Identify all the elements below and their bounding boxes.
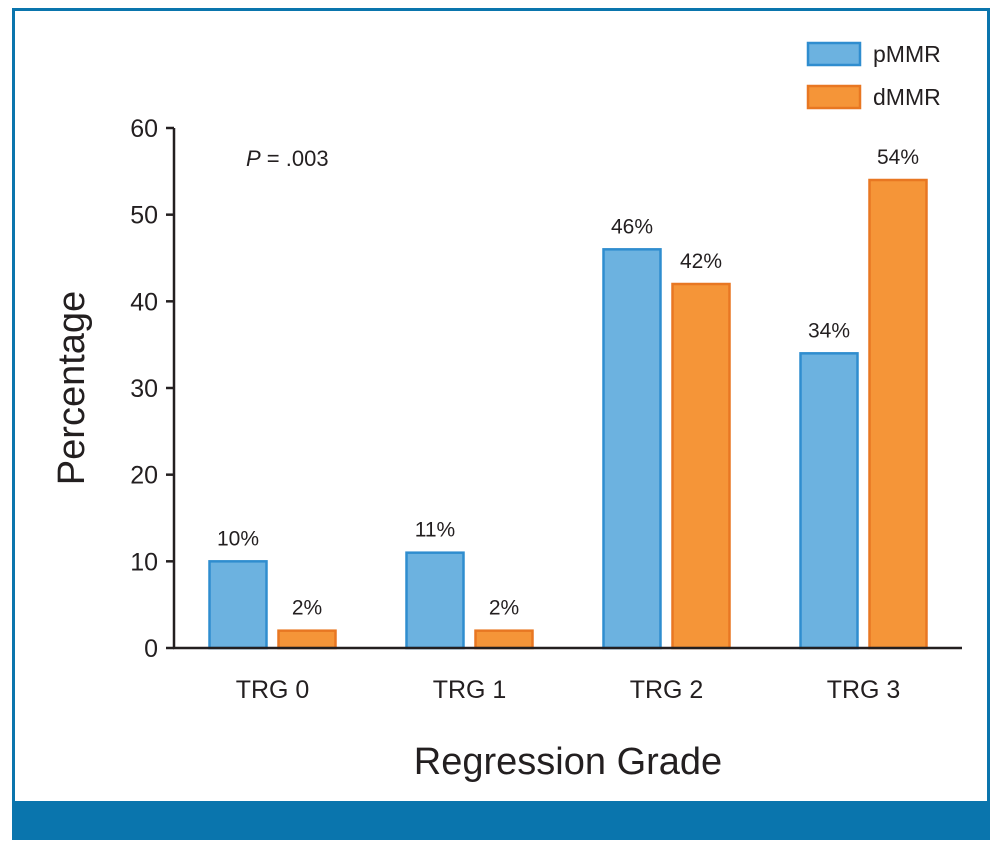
bar-pmmr-trg-0 bbox=[208, 560, 268, 650]
data-label-pmmr-trg-0: 10% bbox=[217, 527, 259, 550]
legend-label-dmmr: dMMR bbox=[873, 84, 941, 110]
x-axis-label: Regression Grade bbox=[414, 741, 722, 783]
data-label-dmmr-trg-1: 2% bbox=[489, 597, 519, 620]
p-value-text: = .003 bbox=[261, 146, 329, 171]
data-label-dmmr-trg-2: 42% bbox=[680, 250, 722, 273]
y-tick-label-10: 10 bbox=[130, 548, 158, 576]
axes-group: 0 10 20 30 40 50 60 TRG 0 TRG 1 TRG 2 TRG 3 bbox=[130, 115, 962, 704]
legend-swatch-dmmr bbox=[806, 84, 862, 110]
bar-dmmr-trg-3 bbox=[868, 178, 928, 650]
bar-pmmr-trg-3 bbox=[799, 352, 859, 650]
data-label-pmmr-trg-3: 34% bbox=[808, 319, 850, 342]
legend: pMMR dMMR bbox=[806, 41, 941, 110]
svg-text:P = .003: P = .003 bbox=[246, 146, 329, 171]
data-label-pmmr-trg-2: 46% bbox=[611, 215, 653, 238]
x-tick-label-trg-3: TRG 3 bbox=[827, 676, 901, 704]
legend-label-pmmr: pMMR bbox=[873, 41, 941, 67]
y-tick-label-20: 20 bbox=[130, 462, 158, 490]
bar-dmmr-trg-0 bbox=[277, 629, 337, 650]
x-tick-label-trg-2: TRG 2 bbox=[630, 676, 704, 704]
bar-pmmr-trg-2 bbox=[602, 248, 662, 650]
bar-dmmr-trg-2 bbox=[671, 282, 731, 650]
y-tick-label-30: 30 bbox=[130, 375, 158, 403]
x-tick-label-trg-0: TRG 0 bbox=[236, 676, 310, 704]
data-label-dmmr-trg-0: 2% bbox=[292, 597, 322, 620]
y-axis-label: Percentage bbox=[51, 291, 93, 485]
bars-group: 10% 2% 11% 2% 46% 42% 34% 54% bbox=[208, 146, 928, 650]
y-tick-label-0: 0 bbox=[144, 635, 158, 663]
x-tick-label-trg-1: TRG 1 bbox=[433, 676, 507, 704]
bar-pmmr-trg-1 bbox=[405, 551, 465, 650]
y-tick-label-60: 60 bbox=[130, 115, 158, 143]
data-label-dmmr-trg-3: 54% bbox=[877, 146, 919, 169]
bar-dmmr-trg-1 bbox=[474, 629, 534, 650]
y-tick-label-50: 50 bbox=[130, 202, 158, 230]
p-value-annotation: P = .003 bbox=[246, 146, 329, 171]
footer-bar bbox=[15, 801, 987, 837]
legend-swatch-pmmr bbox=[806, 41, 862, 67]
p-symbol: P bbox=[246, 146, 261, 171]
data-label-pmmr-trg-1: 11% bbox=[415, 519, 455, 542]
y-tick-label-40: 40 bbox=[130, 288, 158, 316]
